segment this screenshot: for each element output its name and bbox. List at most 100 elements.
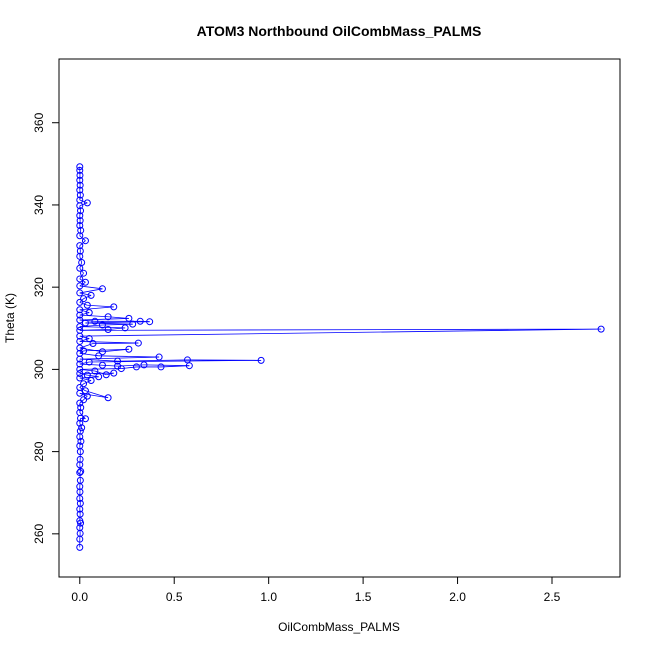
y-tick-label: 360 xyxy=(32,112,46,132)
data-point xyxy=(78,424,86,432)
data-point xyxy=(76,524,84,532)
data-point xyxy=(76,383,84,391)
series-segment xyxy=(79,285,103,290)
data-point xyxy=(76,344,84,352)
series-segment xyxy=(79,350,84,354)
series-segment xyxy=(79,399,84,404)
series-points-group xyxy=(76,163,605,551)
data-point xyxy=(76,360,84,368)
series-segment xyxy=(79,423,83,428)
series-segment xyxy=(94,370,107,376)
data-point xyxy=(81,387,89,395)
series-segment xyxy=(79,361,90,365)
data-point xyxy=(76,311,84,319)
data-point xyxy=(76,222,84,229)
data-point xyxy=(80,396,88,404)
data-point xyxy=(98,321,106,329)
data-point xyxy=(183,356,191,364)
data-point xyxy=(95,373,103,381)
data-point xyxy=(76,488,84,496)
series-segment xyxy=(85,390,109,399)
y-tick-label: 320 xyxy=(32,277,46,297)
data-point xyxy=(76,337,84,345)
series-segment xyxy=(79,309,90,314)
data-point xyxy=(76,181,84,189)
data-point xyxy=(102,371,110,379)
data-point xyxy=(78,259,86,266)
series-segment xyxy=(79,436,82,442)
data-point xyxy=(76,298,84,306)
series-segment xyxy=(79,205,81,211)
y-tick-label: 260 xyxy=(32,524,46,544)
x-tick-label: 2.5 xyxy=(544,590,561,604)
data-point xyxy=(104,313,112,321)
data-point xyxy=(80,269,88,277)
data-point xyxy=(76,326,84,334)
data-point xyxy=(76,469,84,477)
data-point xyxy=(76,494,84,502)
data-point xyxy=(76,282,84,290)
x-axis: 0.0 0.5 1.0 1.5 2.0 2.5 xyxy=(71,576,561,604)
data-point xyxy=(157,363,165,371)
data-point xyxy=(146,318,154,326)
series-segment xyxy=(79,335,90,339)
series-segment xyxy=(79,383,84,388)
data-point xyxy=(76,374,84,382)
series-segment xyxy=(79,498,81,504)
series-segment xyxy=(79,202,88,207)
data-point xyxy=(85,309,93,317)
series-segment xyxy=(85,321,150,324)
x-tick-label: 1.5 xyxy=(355,590,372,604)
x-tick-label: 0.0 xyxy=(71,590,88,604)
data-point xyxy=(81,319,89,327)
data-point xyxy=(80,380,88,388)
x-tick-label: 2.0 xyxy=(449,590,466,604)
series-segment xyxy=(79,343,94,349)
data-point xyxy=(76,163,84,171)
y-axis: 260 280 300 320 340 360 xyxy=(32,112,60,544)
data-point xyxy=(76,510,84,518)
data-point xyxy=(76,517,84,525)
data-point xyxy=(98,361,106,369)
series-segment xyxy=(79,368,122,370)
series-segment xyxy=(79,240,86,246)
series-segment xyxy=(79,210,81,216)
series-segment xyxy=(79,195,81,201)
data-point xyxy=(597,325,605,333)
data-point xyxy=(76,191,84,199)
x-tick-label: 0.5 xyxy=(166,590,183,604)
data-point xyxy=(98,285,106,293)
y-axis-label: Theta (K) xyxy=(3,293,17,343)
series-segment xyxy=(79,288,103,294)
series-segment xyxy=(79,407,82,413)
series-segment xyxy=(87,374,99,378)
data-point xyxy=(87,376,95,384)
data-point xyxy=(81,278,89,286)
data-point xyxy=(87,291,95,299)
data-point xyxy=(76,212,84,220)
series-segment xyxy=(79,326,126,329)
data-point xyxy=(114,362,122,370)
x-axis-label: OilCombMass_PALMS xyxy=(278,620,400,634)
series-segment xyxy=(79,338,90,342)
data-point xyxy=(81,237,89,245)
series-segment xyxy=(79,298,84,303)
series-segment xyxy=(98,355,160,358)
series-segment xyxy=(87,304,114,308)
series-segment xyxy=(79,403,82,408)
series-segment xyxy=(79,235,86,242)
data-point xyxy=(140,361,148,369)
series-segment xyxy=(79,347,103,353)
data-point xyxy=(91,367,99,375)
series-segment xyxy=(79,356,160,360)
data-point xyxy=(110,303,118,311)
data-point xyxy=(76,171,84,179)
series-segment xyxy=(79,324,103,328)
data-point xyxy=(76,275,84,283)
data-point xyxy=(76,543,84,551)
series-segment xyxy=(79,314,109,318)
data-point xyxy=(77,467,85,475)
chart-title: ATOM3 Northbound OilCombMass_PALMS xyxy=(197,23,482,39)
data-point xyxy=(76,306,84,314)
y-tick-label: 300 xyxy=(32,359,46,379)
